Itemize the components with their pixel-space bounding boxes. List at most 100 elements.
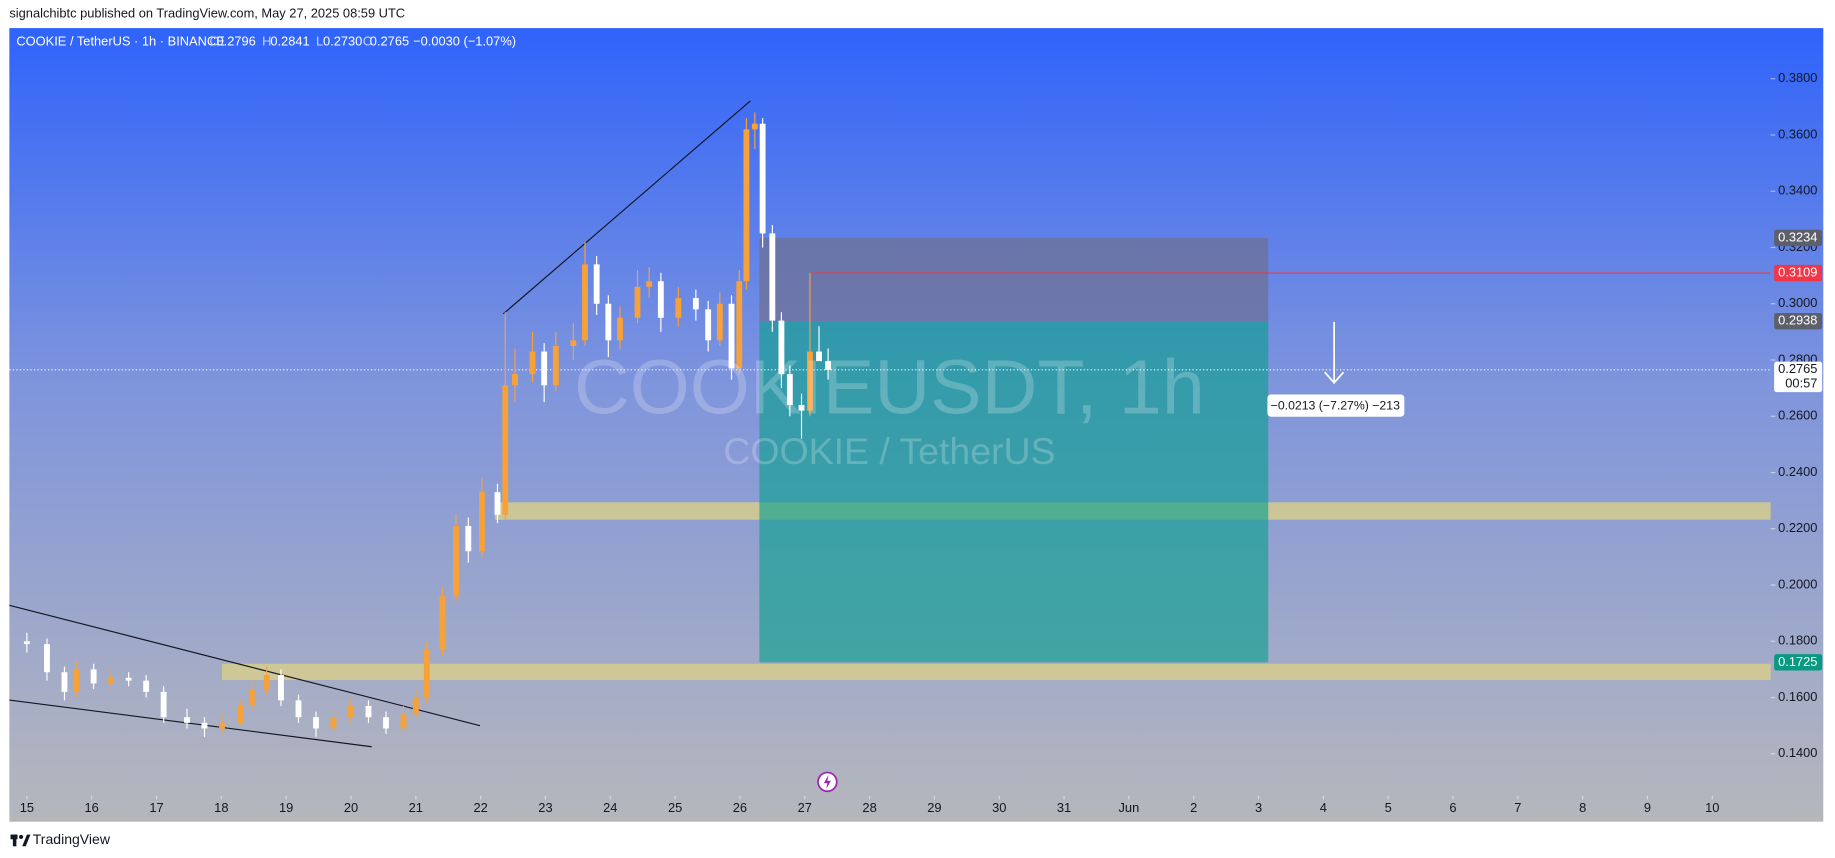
candle-body: [383, 717, 389, 729]
candle-body: [692, 298, 699, 310]
candle-body: [44, 644, 50, 673]
legend-o: O: [209, 34, 219, 49]
x-tick-label: 8: [1579, 800, 1586, 815]
x-tick-label: 6: [1449, 800, 1456, 815]
price-tag-label: 0.3109: [1778, 264, 1817, 279]
y-tick-label: 0.3400: [1778, 183, 1817, 198]
y-tick-label: 0.1400: [1778, 745, 1817, 760]
x-tick-label: 4: [1320, 800, 1327, 815]
candle-body: [675, 298, 682, 318]
candle-body: [605, 303, 612, 341]
x-tick-label: 5: [1385, 800, 1392, 815]
candle-body: [400, 714, 407, 729]
x-tick-label: Jun: [1119, 800, 1140, 815]
candle-body: [143, 680, 150, 692]
candle-body: [348, 705, 354, 718]
measure-label: −0.0213 (−7.27%) −213: [1267, 394, 1405, 417]
legend-change: −0.0030 (−1.07%): [413, 34, 516, 49]
candle-body: [439, 596, 446, 650]
candle-body: [237, 705, 244, 723]
candle-body: [453, 525, 459, 597]
candle-body: [736, 281, 743, 369]
candle-body: [23, 641, 30, 645]
candle-body: [816, 351, 822, 362]
x-tick-label: 23: [538, 800, 552, 815]
candle-body: [529, 351, 536, 375]
price-tag-label: 0.2765: [1778, 361, 1817, 376]
x-tick-label: 10: [1705, 800, 1719, 815]
legend-l: L: [316, 34, 323, 49]
x-tick-label: 30: [992, 800, 1006, 815]
x-tick-label: 15: [20, 800, 34, 815]
candle-body: [541, 351, 548, 386]
measure-text: −0.0213 (−7.27%) −213: [1271, 398, 1400, 412]
x-tick-label: 22: [473, 800, 487, 815]
candle-body: [743, 129, 750, 282]
y-tick-label: 0.2600: [1778, 408, 1817, 423]
candle-body: [494, 492, 501, 515]
price-tag-label: 0.2938: [1778, 313, 1817, 328]
x-tick-label: 7: [1514, 800, 1521, 815]
candle-body: [825, 361, 832, 370]
x-tick-label: 2: [1190, 800, 1197, 815]
x-tick-label: 19: [279, 800, 293, 815]
candle-body: [313, 717, 319, 729]
candle-body: [552, 345, 559, 386]
candle-body: [716, 303, 723, 341]
candle-body: [759, 123, 766, 234]
sr-zone: [221, 663, 1771, 681]
candle-body: [365, 705, 372, 718]
watermark-title: COOKIEUSDT, 1h: [574, 345, 1205, 431]
footer-brand: TradingView: [33, 831, 111, 847]
candle-body: [248, 689, 255, 706]
candle-body: [512, 374, 518, 386]
candle-body: [798, 404, 805, 411]
x-tick-label: 26: [733, 800, 747, 815]
candle-body: [728, 303, 735, 369]
y-tick-label: 0.1600: [1778, 689, 1817, 704]
price-tag: [1774, 654, 1823, 671]
y-tick-label: 0.2000: [1778, 576, 1817, 591]
candle-body: [263, 675, 270, 690]
candle-body: [634, 286, 641, 318]
price-tag-label: 0.3234: [1778, 229, 1817, 244]
candle-body: [184, 717, 190, 723]
plot: 0.1400 0.1600 0.1800 0.2000 0.2200 0.2400 0.26…: [9, 70, 1823, 815]
candle-body: [73, 669, 80, 692]
y-tick-label: 0.3800: [1778, 70, 1817, 85]
candle-body: [807, 351, 813, 411]
candle-body: [160, 691, 167, 718]
candle-body: [617, 317, 623, 341]
candle-body: [465, 525, 472, 552]
candle-body: [786, 374, 793, 405]
candle-body: [295, 700, 302, 718]
candle-body: [412, 697, 419, 715]
candle-body: [61, 672, 68, 692]
x-tick-label: 16: [85, 800, 99, 815]
candle-body: [657, 281, 664, 318]
trendline: [502, 100, 751, 315]
legend-h: H: [262, 34, 271, 49]
candle-body: [278, 675, 284, 701]
legend-high: 0.2841: [270, 34, 309, 49]
x-tick-label: 17: [149, 800, 163, 815]
price-tag: [1774, 361, 1823, 393]
x-tick-label: 24: [603, 800, 617, 815]
logo-part: [18, 834, 24, 840]
x-tick-label: 18: [214, 800, 228, 815]
down-arrow: [1324, 321, 1345, 385]
candle-body: [705, 309, 712, 341]
price-tag: [1774, 229, 1823, 247]
x-tick-label: 25: [668, 800, 682, 815]
y-tick-label: 0.1800: [1778, 633, 1817, 648]
price-tag: [1774, 264, 1823, 282]
alert-icon[interactable]: [817, 771, 838, 793]
y-tick-label: 0.2400: [1778, 464, 1817, 479]
price-tag: [1774, 312, 1823, 330]
logo-part: [22, 834, 31, 847]
y-tick-label: 0.2200: [1778, 520, 1817, 535]
alert-bolt[interactable]: [823, 774, 831, 789]
legend: COOKIE / TetherUS · 1h · BINANCE O 0.279…: [16, 34, 516, 49]
